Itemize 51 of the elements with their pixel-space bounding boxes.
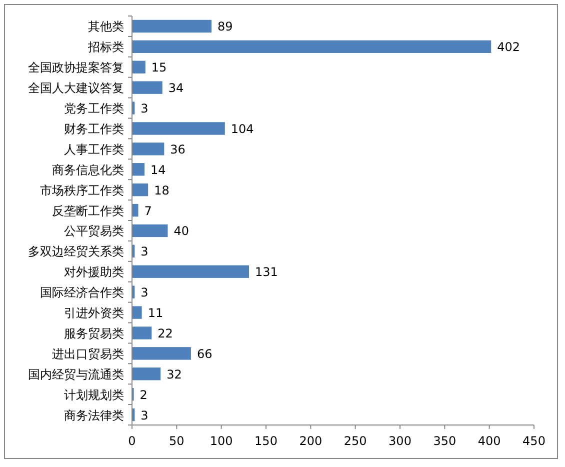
x-tick-label: 100 bbox=[210, 434, 233, 448]
x-tick-label: 250 bbox=[344, 434, 367, 448]
y-tick-label: 招标类 bbox=[87, 40, 124, 54]
data-label: 40 bbox=[174, 224, 190, 238]
y-tick-label: 财务工作类 bbox=[64, 122, 124, 136]
y-tick-label: 市场秩序工作类 bbox=[40, 183, 124, 198]
data-label: 2 bbox=[140, 388, 148, 402]
y-tick-label: 国内经贸与流通类 bbox=[28, 367, 124, 382]
data-label: 3 bbox=[140, 408, 148, 422]
x-tick-label: 150 bbox=[254, 434, 278, 448]
y-tick-label: 服务贸易类 bbox=[64, 326, 124, 340]
y-tick-label: 商务法律类 bbox=[64, 408, 124, 422]
x-tick-label: 400 bbox=[478, 434, 501, 448]
x-tick-label: 300 bbox=[388, 434, 412, 448]
y-tick-label: 商务信息化类 bbox=[52, 162, 124, 177]
data-label: 18 bbox=[154, 183, 170, 198]
y-tick-label: 反垄断工作类 bbox=[52, 204, 124, 218]
data-label: 34 bbox=[168, 81, 184, 96]
y-tick-label: 全国人大建议答复 bbox=[28, 81, 124, 96]
data-label: 131 bbox=[255, 265, 278, 280]
x-tick-label: 0 bbox=[128, 434, 136, 448]
data-label: 66 bbox=[196, 346, 212, 361]
data-label: 36 bbox=[170, 142, 186, 156]
x-tick-label: 350 bbox=[433, 434, 456, 448]
y-tick-label: 人事工作类 bbox=[64, 142, 124, 156]
data-label: 22 bbox=[158, 326, 173, 340]
y-tick-label: 计划规划类 bbox=[64, 388, 124, 402]
data-label: 104 bbox=[230, 122, 254, 136]
x-tick-label: 450 bbox=[522, 434, 546, 448]
y-tick-label: 进出口贸易类 bbox=[52, 346, 124, 361]
data-label: 3 bbox=[140, 244, 148, 259]
y-tick-label: 对外援助类 bbox=[64, 265, 124, 280]
x-tick-label: 200 bbox=[299, 434, 322, 448]
data-label: 402 bbox=[497, 40, 520, 54]
y-tick-label: 其他类 bbox=[88, 20, 124, 34]
y-tick-label: 全国政协提案答复 bbox=[28, 60, 124, 75]
y-tick-label: 公平贸易类 bbox=[64, 224, 124, 238]
data-label: 15 bbox=[151, 60, 167, 75]
x-tick-label: 50 bbox=[169, 434, 184, 448]
y-tick-label: 党务工作类 bbox=[64, 102, 124, 116]
y-tick-label: 国际经济合作类 bbox=[40, 286, 124, 300]
data-label: 14 bbox=[150, 162, 166, 177]
data-label: 7 bbox=[144, 204, 152, 218]
y-tick-label: 多双边经贸关系类 bbox=[28, 244, 124, 259]
plot: 89 402 15 34 3 104 36 14 18 7 40 3 131 3 11 22 66 32 2 3 bbox=[132, 20, 520, 422]
data-label: 32 bbox=[166, 367, 182, 382]
data-label: 3 bbox=[140, 286, 148, 300]
data-label: 11 bbox=[148, 306, 164, 320]
data-label: 89 bbox=[218, 20, 233, 34]
y-tick-label: 引进外资类 bbox=[64, 306, 124, 320]
data-label: 3 bbox=[140, 102, 148, 116]
